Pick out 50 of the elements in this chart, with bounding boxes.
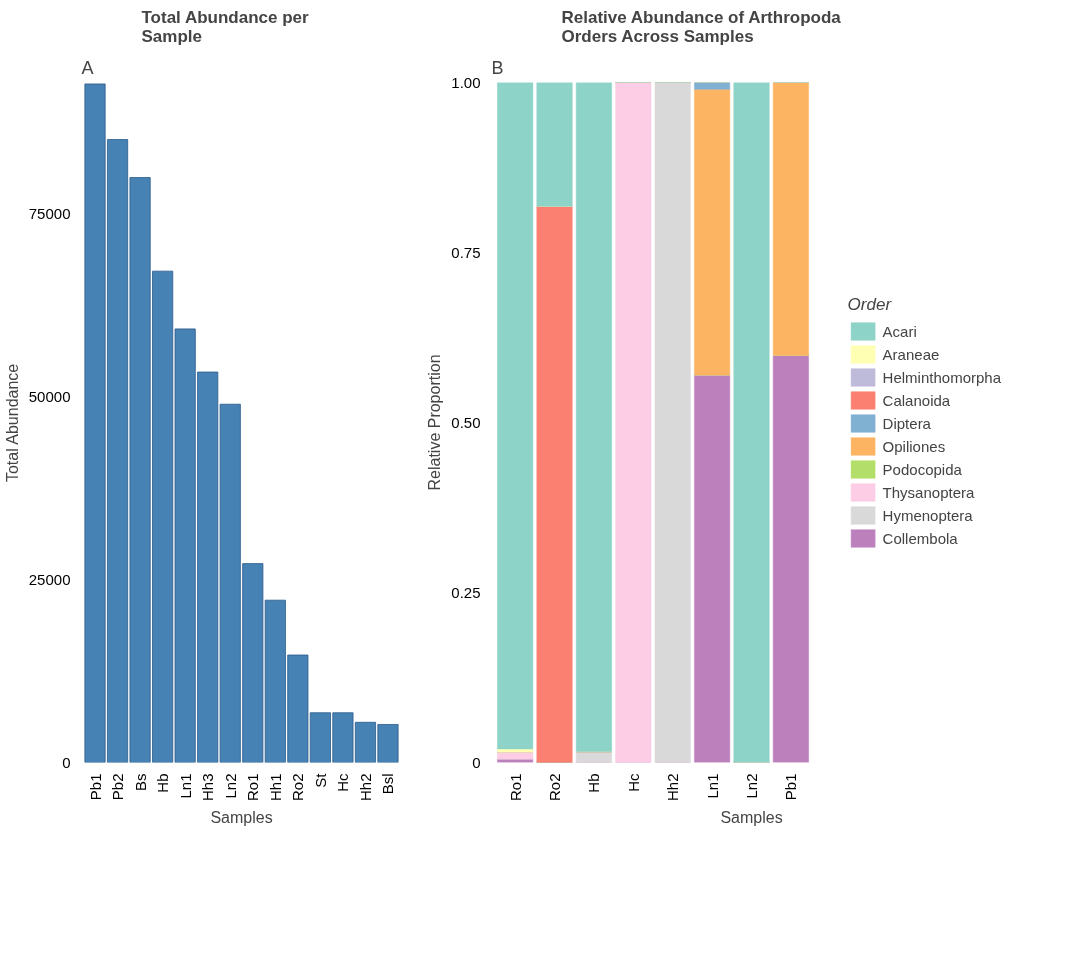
text: A (81, 57, 94, 78)
y-tick-label: 0.75 (451, 243, 481, 261)
y-tick-label: 0 (62, 753, 71, 771)
legend-label: Calanoida (882, 391, 951, 409)
legend-label: Acari (882, 322, 917, 340)
x-axis-title: Samples (720, 809, 783, 827)
x-tick-label: Ln2 (221, 773, 239, 799)
x-tick-label: Ln2 (743, 773, 760, 799)
chart-title: Relative Abundance of Arthropoda Orders Across Samples (561, 7, 842, 46)
y-axis-title: Total Abundance (3, 363, 21, 483)
y-tick-label: 0.50 (451, 413, 481, 431)
x-tick-label: Hh3 (199, 773, 217, 802)
x-tick-label: Ro2 (546, 773, 564, 802)
legend-label: Araneae (882, 345, 940, 363)
legend-label: Podocopida (882, 460, 962, 478)
legend-label: Collembola (882, 529, 958, 547)
legend-label: Hymenoptera (882, 506, 973, 524)
x-tick-label: Hc (334, 773, 352, 792)
x-tick-label: Hc (624, 773, 642, 792)
x-tick-label: Pb2 (109, 773, 127, 801)
legend-title: Order (847, 295, 893, 315)
x-tick-label: Hh2 (664, 773, 682, 802)
x-tick-label: St (311, 772, 329, 788)
x-tick-label: Ro2 (289, 773, 307, 802)
legend-label: Thysanoptera (882, 483, 975, 501)
x-tick-label: Ro1 (244, 773, 262, 802)
y-tick-label: 50000 (28, 387, 71, 405)
chart-title: Total Abundance per Sample (141, 7, 310, 46)
x-tick-label: Hb (154, 773, 172, 793)
y-axis-title: Relative Proportion (426, 354, 444, 491)
x-axis-title: Samples (210, 809, 273, 827)
x-tick-label: Hh1 (266, 773, 284, 802)
x-tick-label: Bsl (379, 773, 397, 795)
x-tick-label: Hh2 (356, 773, 374, 802)
y-tick-label: 75000 (28, 205, 71, 223)
x-tick-label: Pb1 (782, 773, 800, 801)
x-tick-label: Bs (131, 773, 149, 791)
legend-label: Opiliones (882, 437, 946, 455)
x-tick-label: Pb1 (86, 773, 104, 801)
x-tick-label: Ro1 (506, 773, 524, 802)
text: B (491, 57, 504, 78)
y-tick-label: 1.00 (451, 73, 481, 91)
y-tick-label: 0.25 (451, 583, 481, 601)
y-tick-label: 25000 (28, 570, 71, 588)
legend-label: Helminthomorpha (882, 368, 1001, 386)
x-tick-label: Ln1 (703, 773, 721, 799)
y-tick-label: 0 (472, 753, 481, 771)
legend-label: Diptera (882, 414, 931, 432)
x-tick-label: Ln1 (176, 773, 194, 799)
x-tick-label: Hb (585, 773, 603, 793)
